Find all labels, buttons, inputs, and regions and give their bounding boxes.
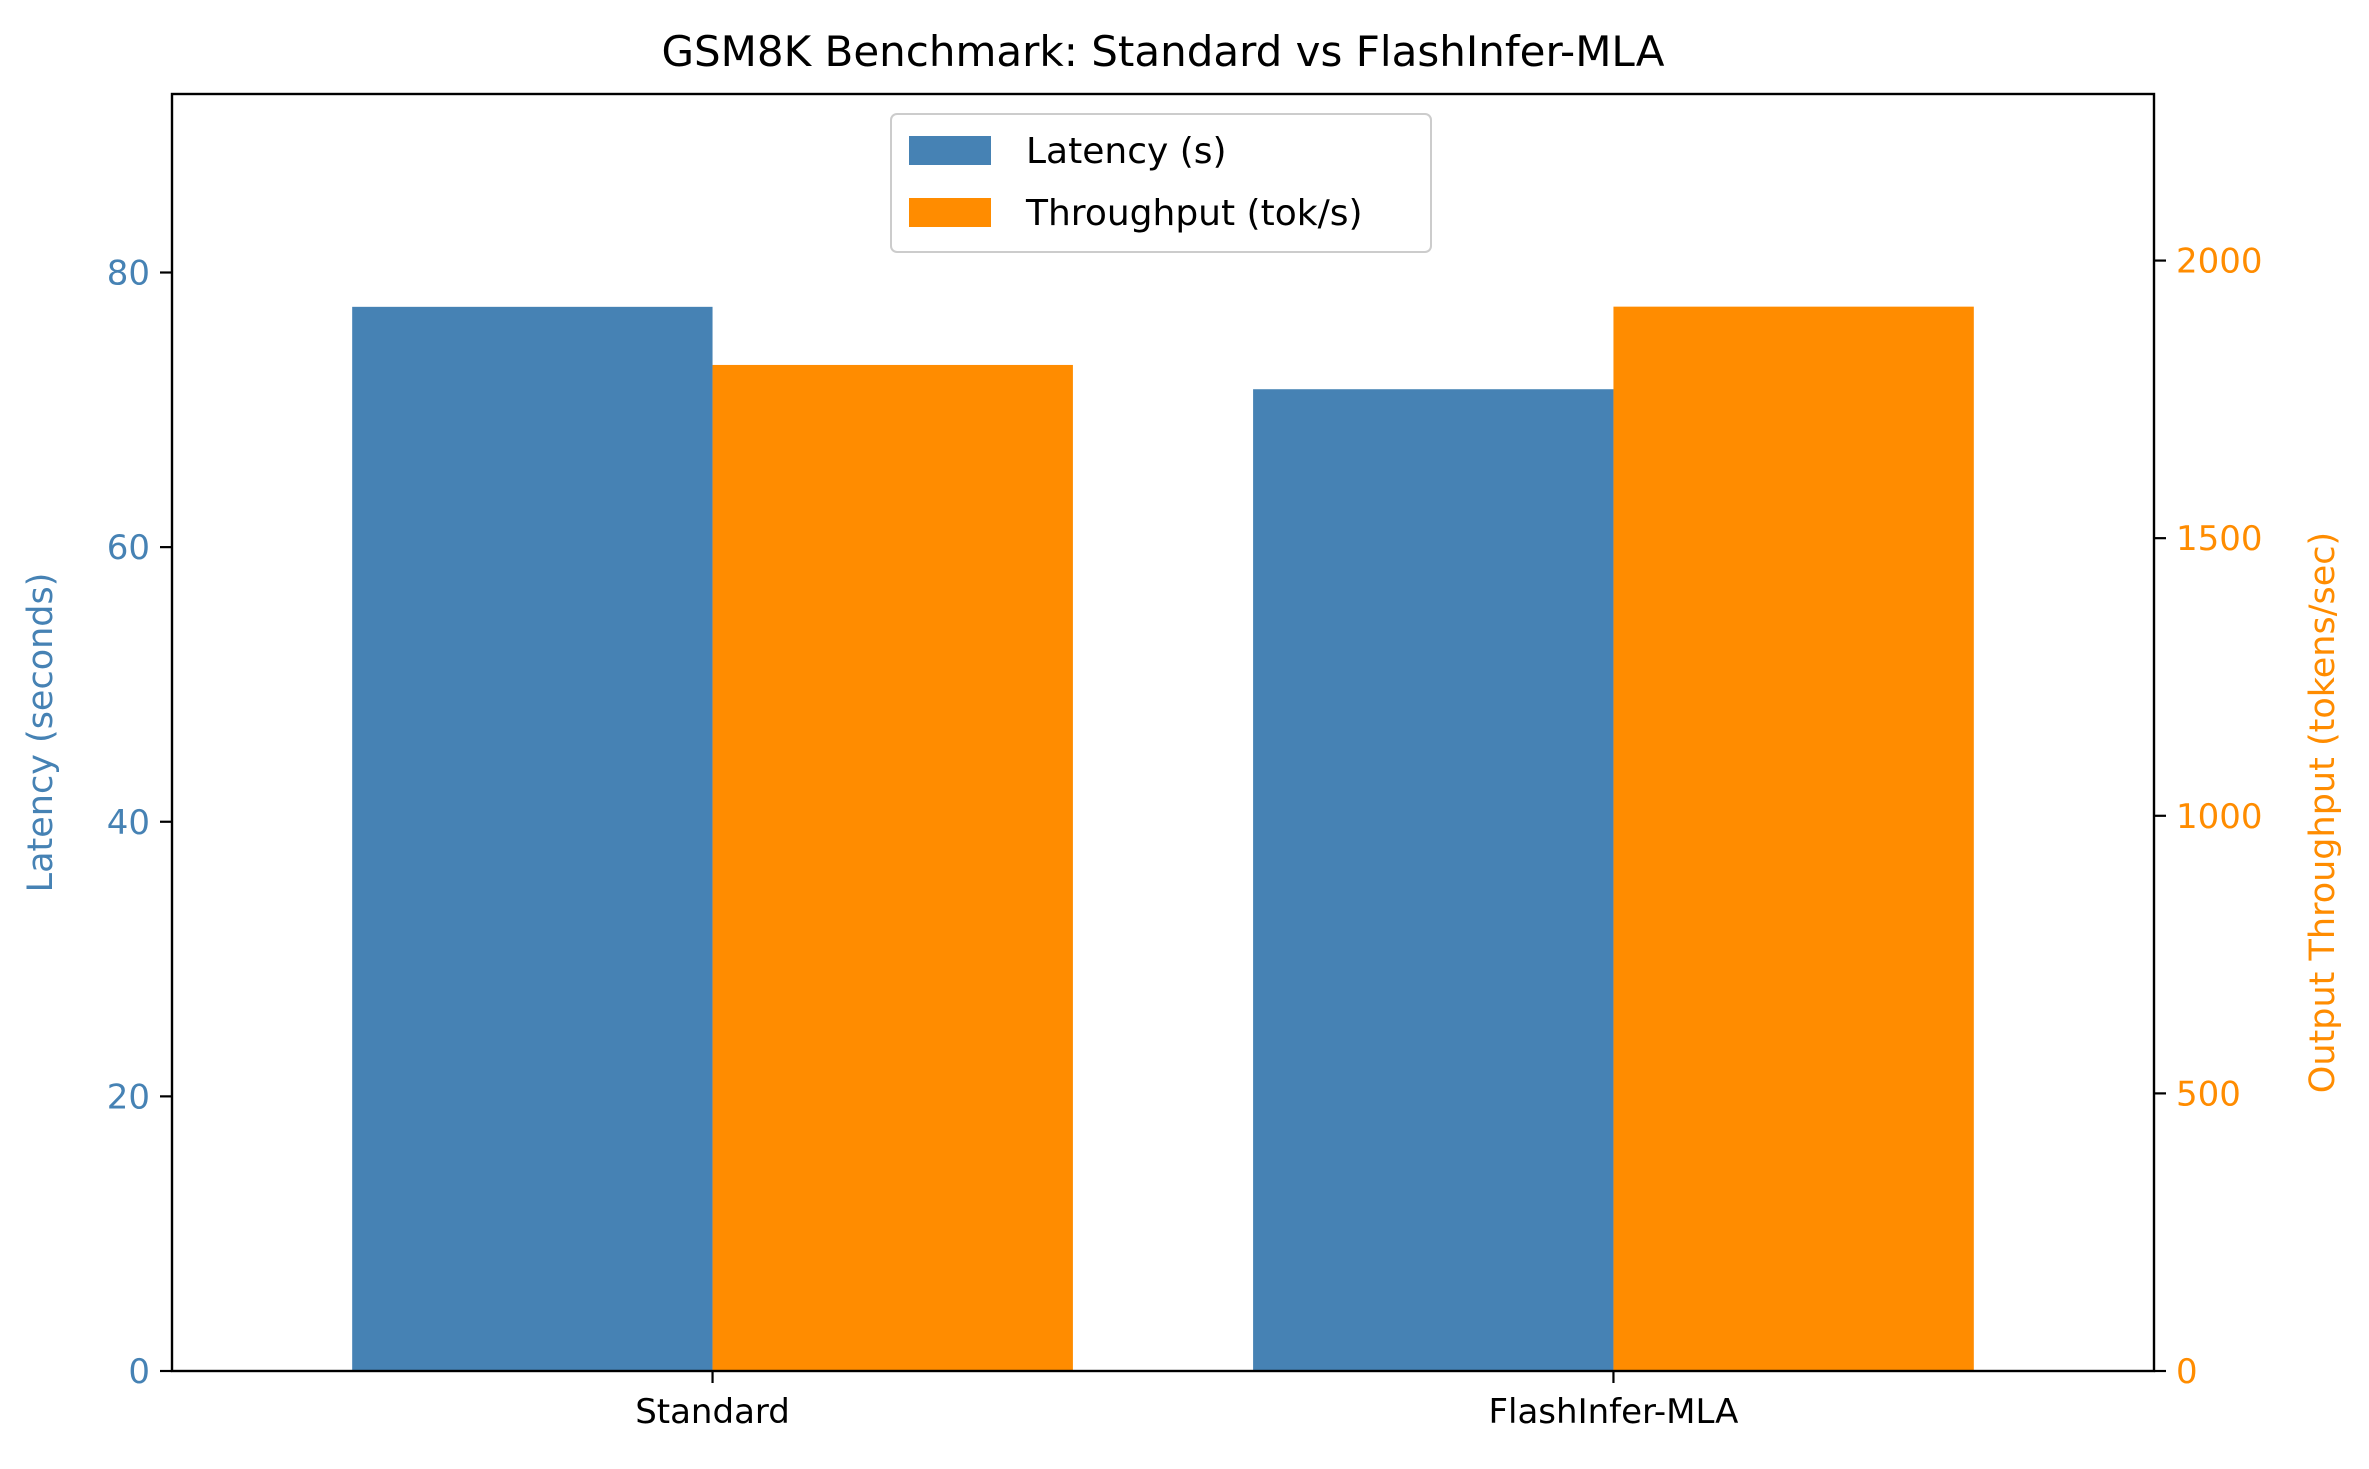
plot-frame xyxy=(170,92,2156,1373)
legend-swatch-1 xyxy=(909,198,991,227)
left-tick-label-2: 40 xyxy=(107,803,150,843)
axes xyxy=(170,92,2156,1373)
left-axis-ticks: 0 20 40 60 80 xyxy=(107,254,172,1392)
left-tick-label-3: 60 xyxy=(107,528,150,568)
x-tick-label-1: FlashInfer-MLA xyxy=(1488,1392,1738,1432)
right-tick-label-2: 1000 xyxy=(2176,797,2263,837)
right-tick-label-4: 2000 xyxy=(2176,242,2263,282)
bar-latency-0 xyxy=(352,306,713,1371)
legend: Latency (s) Throughput (tok/s) xyxy=(890,113,1432,253)
y-axis-label-right: Output Throughput (tokens/sec) xyxy=(2303,532,2343,1093)
left-tick-label-4: 80 xyxy=(107,254,150,294)
right-tick-label-1: 500 xyxy=(2176,1074,2241,1114)
legend-label-0: Latency (s) xyxy=(1026,131,1227,172)
x-tick-label-0: Standard xyxy=(635,1392,790,1432)
legend-label-1: Throughput (tok/s) xyxy=(1025,193,1363,234)
legend-box xyxy=(890,113,1432,253)
legend-swatch-0 xyxy=(909,136,991,165)
right-tick-label-0: 0 xyxy=(2176,1352,2198,1392)
left-tick-label-1: 20 xyxy=(107,1077,150,1117)
y-axis-label-left: Latency (seconds) xyxy=(21,573,61,893)
bar-latency-1 xyxy=(1253,389,1614,1371)
bar-throughput-1 xyxy=(1613,306,1974,1372)
x-axis-ticks: Standard FlashInfer-MLA xyxy=(635,1371,1738,1432)
right-tick-label-3: 1500 xyxy=(2176,519,2263,559)
bars xyxy=(352,306,1974,1372)
left-tick-label-0: 0 xyxy=(128,1352,150,1392)
chart-title: GSM8K Benchmark: Standard vs FlashInfer-… xyxy=(661,27,1664,76)
right-axis-ticks: 0 500 1000 1500 2000 xyxy=(2154,242,2263,1392)
bar-throughput-0 xyxy=(712,364,1073,1372)
